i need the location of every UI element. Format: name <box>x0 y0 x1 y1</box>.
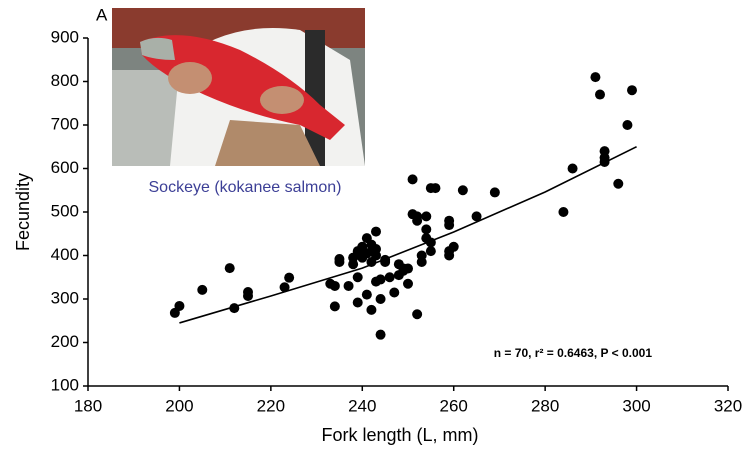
point <box>403 264 413 274</box>
x-tick-label: 280 <box>531 396 559 415</box>
y-tick-label: 600 <box>51 158 79 177</box>
point <box>366 305 376 315</box>
point <box>472 211 482 221</box>
point <box>197 285 207 295</box>
point <box>449 242 459 252</box>
chart: Sockeye (kokanee salmon) A Fork length (… <box>0 0 747 446</box>
point <box>389 287 399 297</box>
point <box>426 237 436 247</box>
point <box>225 263 235 273</box>
point <box>613 179 623 189</box>
point <box>421 224 431 234</box>
y-tick-label: 100 <box>51 375 79 394</box>
y-tick-label: 900 <box>51 27 79 46</box>
point <box>568 164 578 174</box>
point <box>590 72 600 82</box>
y-tick-label: 500 <box>51 201 79 220</box>
point <box>376 294 386 304</box>
y-tick-label: 200 <box>51 332 79 351</box>
point <box>353 297 363 307</box>
y-tick-label: 300 <box>51 288 79 307</box>
panel-label: A <box>96 5 108 24</box>
point <box>600 153 610 163</box>
point <box>412 309 422 319</box>
y-axis-title: Fecundity <box>13 173 33 251</box>
point <box>421 211 431 221</box>
point <box>334 254 344 264</box>
point <box>229 303 239 313</box>
x-tick-label: 300 <box>622 396 650 415</box>
photo <box>112 8 365 166</box>
point <box>622 120 632 130</box>
x-tick-label: 260 <box>440 396 468 415</box>
photo-caption: Sockeye (kokanee salmon) <box>149 179 342 196</box>
point <box>280 282 290 292</box>
point <box>174 301 184 311</box>
point <box>458 185 468 195</box>
point <box>344 281 354 291</box>
x-axis-title: Fork length (L, mm) <box>321 425 478 445</box>
point <box>444 216 454 226</box>
point <box>243 291 253 301</box>
point <box>430 183 440 193</box>
x-tick-label: 320 <box>714 396 742 415</box>
point <box>417 257 427 267</box>
point <box>490 187 500 197</box>
point <box>353 272 363 282</box>
point <box>371 227 381 237</box>
x-tick-label: 240 <box>348 396 376 415</box>
annotation: n = 70, r² = 0.6463, P < 0.001 <box>494 346 653 360</box>
point <box>330 301 340 311</box>
x-tick-label: 180 <box>74 396 102 415</box>
x-tick-label: 200 <box>165 396 193 415</box>
point <box>376 330 386 340</box>
point <box>284 273 294 283</box>
point <box>330 281 340 291</box>
point <box>362 290 372 300</box>
x-tick-label: 220 <box>257 396 285 415</box>
y-tick-label: 800 <box>51 71 79 90</box>
point <box>385 272 395 282</box>
y-tick-label: 400 <box>51 245 79 264</box>
point <box>408 174 418 184</box>
point <box>627 85 637 95</box>
point <box>380 257 390 267</box>
point <box>376 274 386 284</box>
point <box>371 244 381 254</box>
point <box>412 211 422 221</box>
point <box>595 90 605 100</box>
point <box>403 279 413 289</box>
point <box>558 207 568 217</box>
point <box>426 246 436 256</box>
y-tick-label: 700 <box>51 114 79 133</box>
